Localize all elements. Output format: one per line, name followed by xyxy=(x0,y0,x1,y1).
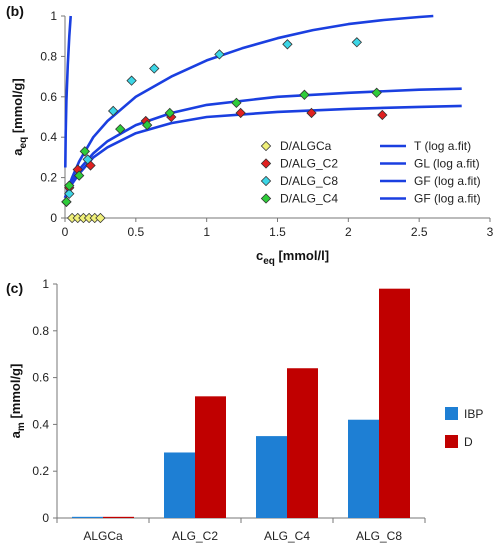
y-tick-label: 0.2 xyxy=(40,171,57,185)
legend-marker xyxy=(260,175,272,187)
data-point-d-alg-c8 xyxy=(108,105,119,117)
x-tick-label: 1 xyxy=(203,225,210,239)
data-point-d-alg-c4 xyxy=(61,196,72,208)
data-point-d-algca xyxy=(95,212,106,224)
y-tick-label: 1 xyxy=(42,277,49,291)
data-point-d-alg-c4 xyxy=(371,87,382,98)
data-point-d-alg-c8 xyxy=(82,154,93,165)
bar-d-alg-c4 xyxy=(287,368,318,518)
fit-curve-1 xyxy=(64,15,72,168)
legend-swatch xyxy=(445,407,458,420)
data-point-d-alg-c4 xyxy=(64,180,75,191)
legend-marker xyxy=(260,158,272,169)
data-point-d-alg-c2 xyxy=(235,107,246,119)
y-tick-label: 0 xyxy=(50,211,57,225)
legend-label: D/ALGCa xyxy=(280,139,332,153)
legend-marker xyxy=(260,140,272,152)
x-tick-label: 3 xyxy=(487,225,494,239)
legend-label: GF (log a.fit) xyxy=(414,192,481,206)
legend-swatch xyxy=(445,435,458,448)
x-tick-label: ALGCa xyxy=(83,529,123,543)
y-tick-label: 0.2 xyxy=(32,464,49,478)
legend-label: D/ALG_C8 xyxy=(280,174,338,188)
panel-label: (c) xyxy=(6,280,23,296)
x-tick-label: 2 xyxy=(345,225,352,239)
adsorption-isotherm-chart: (b) 0 0.2 0.4 0.6 0.8 1 0 0.5 1 1.5 2 2.5 3 ceq [mmol/… xyxy=(6,3,494,267)
data-point-d-alg-c8 xyxy=(282,39,293,50)
legend-label: T (log a.fit) xyxy=(414,139,471,153)
bar-d-algca xyxy=(103,516,134,518)
x-tick-label: ALG_C8 xyxy=(356,529,402,543)
x-tick-label: ALG_C4 xyxy=(264,529,310,543)
fit-curve-4 xyxy=(63,104,462,199)
bar-d-alg-c2 xyxy=(195,396,226,518)
x-tick-label: 0.5 xyxy=(127,225,144,239)
data-point-d-alg-c2 xyxy=(377,109,388,121)
data-point-d-alg-c4 xyxy=(164,107,175,119)
bar-ibp-alg-c2 xyxy=(164,452,195,518)
data-point-d-alg-c4 xyxy=(115,123,126,135)
x-axis-title: ceq [mmol/l] xyxy=(256,248,329,267)
capacity-bar-chart: (c) 0 0.2 0.4 0.6 0.8 1 ALGCa ALG_C2 ALG_C4 ALG_C8… xyxy=(6,277,483,543)
bar-d-alg-c8 xyxy=(379,288,410,518)
x-tick-label: 0 xyxy=(62,225,69,239)
data-point-d-alg-c8 xyxy=(126,75,137,86)
x-tick-label: 1.5 xyxy=(269,225,286,239)
y-tick-label: 0.4 xyxy=(40,130,57,144)
data-point-d-alg-c8 xyxy=(351,37,362,48)
y-tick-label: 0.8 xyxy=(40,49,57,63)
x-tick-label: ALG_C2 xyxy=(172,529,218,543)
bar-ibp-alg-c4 xyxy=(256,436,287,518)
y-axis-title: am [mmol/g] xyxy=(8,364,27,439)
data-point-d-alg-c4 xyxy=(74,170,85,181)
legend-label: GF (log a.fit) xyxy=(414,174,481,188)
data-point-d-alg-c4 xyxy=(79,146,90,157)
y-tick-label: 0.6 xyxy=(40,90,57,104)
legend-label: D/ALG_C4 xyxy=(280,192,338,206)
legend-marker xyxy=(260,193,272,204)
data-point-d-alg-c8 xyxy=(64,188,75,199)
y-tick-label: 0.4 xyxy=(32,417,49,431)
y-tick-label: 0 xyxy=(42,511,49,525)
data-point-d-alg-c8 xyxy=(214,49,225,60)
bar-ibp-alg-c8 xyxy=(348,419,379,518)
bar-ibp-algca xyxy=(72,516,103,518)
panel-label: (b) xyxy=(6,3,24,19)
data-point-d-alg-c2 xyxy=(306,107,317,119)
y-tick-label: 0.6 xyxy=(32,371,49,385)
y-tick-label: 1 xyxy=(50,9,57,23)
legend-label: D/ALG_C2 xyxy=(280,157,338,171)
legend-label: GL (log a.fit) xyxy=(414,157,480,171)
y-axis-title: aeq [mmol/g] xyxy=(10,78,29,155)
legend-label: IBP xyxy=(464,407,483,421)
legend-label: D xyxy=(464,435,473,449)
data-point-d-alg-c8 xyxy=(149,63,160,74)
data-point-d-alg-c4 xyxy=(231,97,242,109)
data-point-d-alg-c4 xyxy=(142,119,153,131)
data-point-d-alg-c4 xyxy=(299,89,310,100)
y-tick-label: 0.8 xyxy=(32,324,49,338)
x-tick-label: 2.5 xyxy=(411,225,428,239)
